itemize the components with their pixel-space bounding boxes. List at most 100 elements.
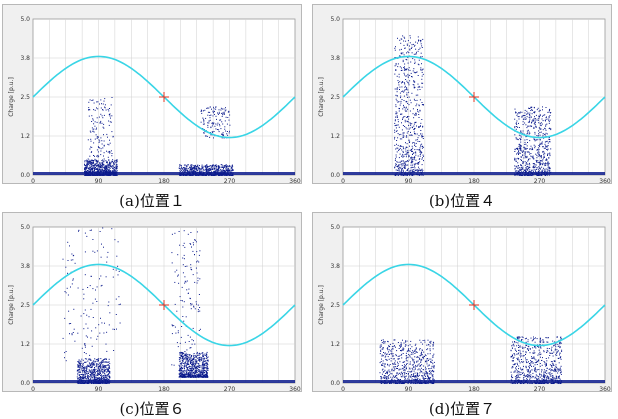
scatter-point: [106, 261, 108, 263]
scatter-point: [97, 108, 99, 110]
scatter-point: [421, 63, 422, 65]
scatter-point: [91, 367, 93, 368]
scatter-point: [88, 375, 89, 377]
scatter-point: [415, 378, 417, 380]
scatter-point: [391, 351, 393, 353]
scatter-point: [212, 174, 214, 176]
scatter-point: [79, 376, 81, 378]
scatter-point: [182, 167, 183, 169]
scatter-point: [396, 87, 398, 89]
scatter-point: [107, 305, 109, 307]
scatter-point: [402, 147, 404, 149]
scatter-point: [548, 136, 550, 138]
scatter-point: [528, 116, 530, 118]
scatter-point: [184, 164, 186, 166]
scatter-point: [418, 117, 420, 118]
scatter-point: [518, 171, 520, 173]
scatter-point: [532, 156, 534, 158]
scatter-point: [84, 175, 86, 176]
scatter-point: [184, 374, 186, 376]
scatter-point: [518, 143, 520, 145]
scatter-point: [533, 111, 535, 113]
scatter-point: [88, 365, 90, 367]
scatter-point: [90, 337, 92, 339]
scatter-point: [515, 158, 517, 160]
scatter-point: [546, 133, 548, 135]
scatter-point: [412, 166, 414, 168]
scatter-point: [183, 320, 185, 322]
scatter-point: [95, 382, 97, 384]
scatter-point: [84, 372, 86, 374]
scatter-point: [409, 49, 411, 51]
scatter-point: [179, 170, 181, 172]
scatter-point: [413, 142, 415, 143]
scatter-point: [116, 328, 117, 330]
scatter-point: [79, 379, 81, 381]
scatter-point: [80, 362, 82, 364]
scatter-point: [77, 287, 79, 289]
scatter-point: [394, 136, 396, 138]
scatter-point: [95, 168, 97, 170]
scatter-point: [420, 125, 421, 127]
scatter-point: [415, 53, 417, 55]
scatter-point: [220, 109, 222, 111]
scatter-point: [85, 371, 87, 373]
scatter-point: [415, 94, 417, 96]
scatter-point: [182, 368, 183, 369]
scatter-point: [406, 88, 408, 90]
scatter-point: [231, 167, 233, 169]
scatter-point: [212, 131, 214, 133]
scatter-point: [539, 116, 541, 117]
scatter-point: [82, 375, 84, 377]
scatter-point: [525, 167, 527, 169]
scatter-point: [420, 122, 422, 124]
scatter-point: [112, 166, 114, 168]
scatter-point: [181, 369, 183, 371]
scatter-point: [545, 159, 547, 161]
scatter-point: [540, 124, 542, 126]
scatter-point: [92, 118, 94, 120]
scatter-point: [102, 359, 104, 361]
scatter-point: [91, 371, 93, 373]
scatter-point: [419, 158, 421, 160]
scatter-point: [94, 371, 95, 373]
scatter-point: [542, 120, 544, 122]
scatter-point: [413, 169, 415, 171]
scatter-point: [521, 170, 522, 172]
scatter-point: [412, 70, 414, 72]
scatter-point: [187, 171, 189, 173]
scatter-point: [526, 148, 528, 149]
scatter-point: [417, 36, 419, 38]
scatter-point: [526, 139, 528, 141]
scatter-point: [422, 171, 423, 173]
scatter-point: [109, 175, 111, 176]
scatter-point: [195, 355, 197, 357]
scatter-point: [105, 169, 107, 171]
scatter-point: [196, 361, 198, 363]
scatter-point: [528, 167, 529, 169]
scatter-point: [202, 374, 204, 376]
scatter-point: [203, 356, 204, 358]
scatter-point: [401, 81, 403, 83]
scatter-point: [403, 100, 405, 101]
scatter-point: [208, 120, 210, 122]
scatter-point: [100, 364, 102, 366]
scatter-point: [404, 119, 406, 121]
scatter-point: [422, 174, 424, 176]
scatter-point: [198, 363, 200, 365]
scatter-point: [206, 367, 208, 369]
scatter-point: [412, 43, 414, 45]
scatter-point: [96, 101, 98, 103]
scatter-point: [530, 155, 532, 157]
scatter-point: [179, 368, 181, 370]
scatter-point: [404, 66, 405, 68]
scatter-point: [409, 42, 411, 44]
scatter-point: [94, 168, 96, 170]
scatter-point: [99, 171, 101, 173]
scatter-point: [415, 121, 417, 123]
scatter-point: [520, 164, 522, 166]
scatter-point: [180, 372, 182, 374]
scatter-point: [514, 126, 516, 128]
scatter-point: [182, 356, 184, 358]
scatter-point: [99, 332, 101, 334]
